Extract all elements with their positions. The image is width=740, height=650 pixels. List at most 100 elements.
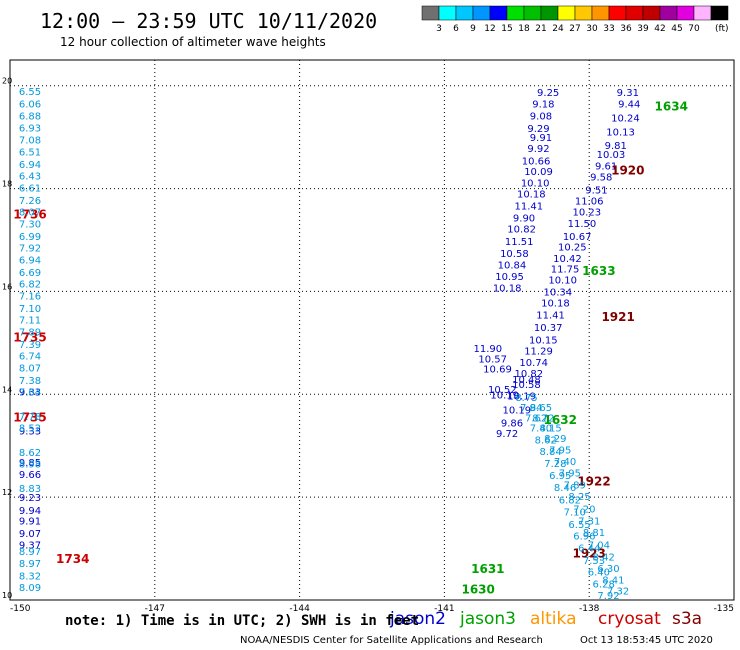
- scale-label: 36: [620, 24, 632, 34]
- wave-height-label: 9.29: [527, 124, 549, 135]
- x-tick-label: -144: [289, 604, 310, 614]
- wave-height-label: 10.19: [502, 406, 531, 417]
- wave-height-label: 11.51: [505, 237, 534, 248]
- wave-height-label: 10.48: [512, 375, 541, 386]
- wave-height-label: 6.88: [19, 112, 41, 123]
- wave-height-label: 8.15: [539, 424, 561, 435]
- wave-height-label: 9.91: [530, 133, 552, 144]
- wave-height-label: 9.66: [19, 470, 41, 481]
- legend-item-jason2: jason2: [389, 609, 446, 629]
- wave-height-label: 10.42: [553, 254, 582, 265]
- wave-height-label: 6.40: [588, 568, 610, 579]
- wave-height-label: 10.74: [519, 358, 548, 369]
- wave-height-label: 8.46: [554, 483, 576, 494]
- scale-swatch: [676, 5, 695, 21]
- wave-height-label: 10.25: [558, 243, 587, 254]
- wave-height-label: 7.40: [530, 424, 552, 435]
- pass-time-label: 1923: [572, 547, 605, 561]
- wave-height-label: 6.30: [597, 564, 619, 575]
- wave-height-label: 6.94: [19, 160, 41, 171]
- pass-time-label: 1922: [577, 475, 610, 489]
- wave-height-label: 9.23: [19, 493, 41, 504]
- wave-height-label: 8.32: [19, 571, 41, 582]
- scale-label: 70: [688, 24, 700, 34]
- wave-height-label: 9.25: [537, 88, 559, 99]
- wave-height-label: 7.20: [573, 504, 595, 515]
- grid-lines: [10, 60, 734, 600]
- wave-height-label: 8.98: [19, 460, 41, 471]
- scale-label: 21: [535, 24, 546, 34]
- pass-time-label: 1734: [56, 552, 89, 566]
- wave-height-label: 7.53: [583, 556, 605, 567]
- scale-swatch: [489, 5, 508, 21]
- y-tick-label: 16: [2, 282, 12, 291]
- scale-swatch: [472, 5, 491, 21]
- wave-height-label: 9.44: [618, 100, 640, 111]
- scale-swatch: [642, 5, 661, 21]
- wave-height-label: 10.82: [507, 225, 536, 236]
- wave-height-label: 8.25: [568, 492, 590, 503]
- wave-height-label: 10.18: [541, 299, 570, 310]
- satellite-legend: jason2 jason3 altika cryosat s3a: [389, 609, 702, 629]
- wave-height-label: 7.04: [588, 540, 610, 551]
- wave-height-label: 8.81: [583, 528, 605, 539]
- color-scale-bar: 3 6 9 12 15 18 21 24 27 30 33 36 39 42 45 70 (ft): [421, 5, 729, 34]
- wave-height-label: 6.55: [19, 87, 41, 98]
- wave-height-label: 10.69: [483, 365, 512, 376]
- x-tick-label: -147: [145, 604, 165, 614]
- pass-time-label: 1735: [13, 410, 46, 424]
- x-tick-label: -141: [434, 604, 454, 614]
- wave-height-label: 6.95: [549, 471, 571, 482]
- wave-height-label: 8.65: [530, 403, 552, 414]
- wave-height-label: 8.62: [535, 436, 557, 447]
- wave-height-label: 7.92: [19, 244, 41, 255]
- scale-label: 42: [654, 24, 665, 34]
- wave-height-label: 8.41: [602, 575, 624, 586]
- wave-height-label: 6.93: [19, 123, 41, 134]
- wave-height-label: 9.61: [595, 161, 617, 172]
- scale-swatch: [659, 5, 678, 21]
- scale-label: 15: [501, 24, 512, 34]
- wave-height-label: 9.07: [19, 529, 41, 540]
- wave-height-label: 8.97: [19, 559, 41, 570]
- wave-height-label: 10.37: [534, 323, 563, 334]
- legend-item-jason3: jason3: [459, 609, 516, 629]
- wave-height-label: 7.89: [564, 480, 586, 491]
- y-tick-label: 14: [2, 385, 12, 394]
- footnote-units: note: 1) Time is in UTC; 2) SWH is in fe…: [65, 613, 419, 629]
- wave-height-label: 11.41: [515, 202, 544, 213]
- scale-label: 27: [569, 24, 580, 34]
- wave-height-label: 9.08: [530, 112, 552, 123]
- scale-swatch: [455, 5, 474, 21]
- wave-height-label: 9.33: [19, 426, 41, 437]
- plot-frame: [9, 59, 735, 601]
- wave-height-label: 7.94: [520, 403, 542, 414]
- wave-height-label: 9.58: [590, 173, 612, 184]
- wave-height-label: 9.90: [513, 213, 535, 224]
- scale-label: 39: [637, 24, 649, 34]
- wave-height-label: 10.13: [606, 127, 635, 138]
- wave-height-label: 9.33: [19, 388, 41, 399]
- wave-height-label: 10.95: [495, 272, 524, 283]
- scale-label: 18: [518, 24, 530, 34]
- chart-title: 12:00 – 23:59 UTC 10/11/2020: [40, 9, 377, 33]
- footer-credit: NOAA/NESDIS Center for Satellite Applica…: [240, 635, 543, 646]
- wave-height-label: 11.90: [474, 344, 503, 355]
- wave-height-label: 10.19: [507, 391, 536, 402]
- wave-height-label: 9.51: [585, 186, 607, 197]
- wave-height-label: 8.97: [19, 547, 41, 558]
- pass-time-label: 1632: [544, 413, 577, 427]
- x-tick-label: -138: [579, 604, 600, 614]
- wave-height-label: 7.64: [19, 388, 41, 399]
- wave-height-label: 7.30: [19, 220, 41, 231]
- wave-height-label: 8.29: [544, 434, 566, 445]
- pass-time-label: 1630: [461, 583, 494, 597]
- wave-height-label: 10.58: [500, 249, 529, 260]
- wave-height-label: 7.11: [19, 316, 41, 327]
- wave-height-label: 10.03: [597, 150, 626, 161]
- y-tick-label: 18: [2, 180, 12, 189]
- wave-height-label: 9.91: [19, 516, 41, 527]
- wave-height-label: 10.84: [498, 261, 527, 272]
- x-tick-label: -135: [714, 604, 734, 614]
